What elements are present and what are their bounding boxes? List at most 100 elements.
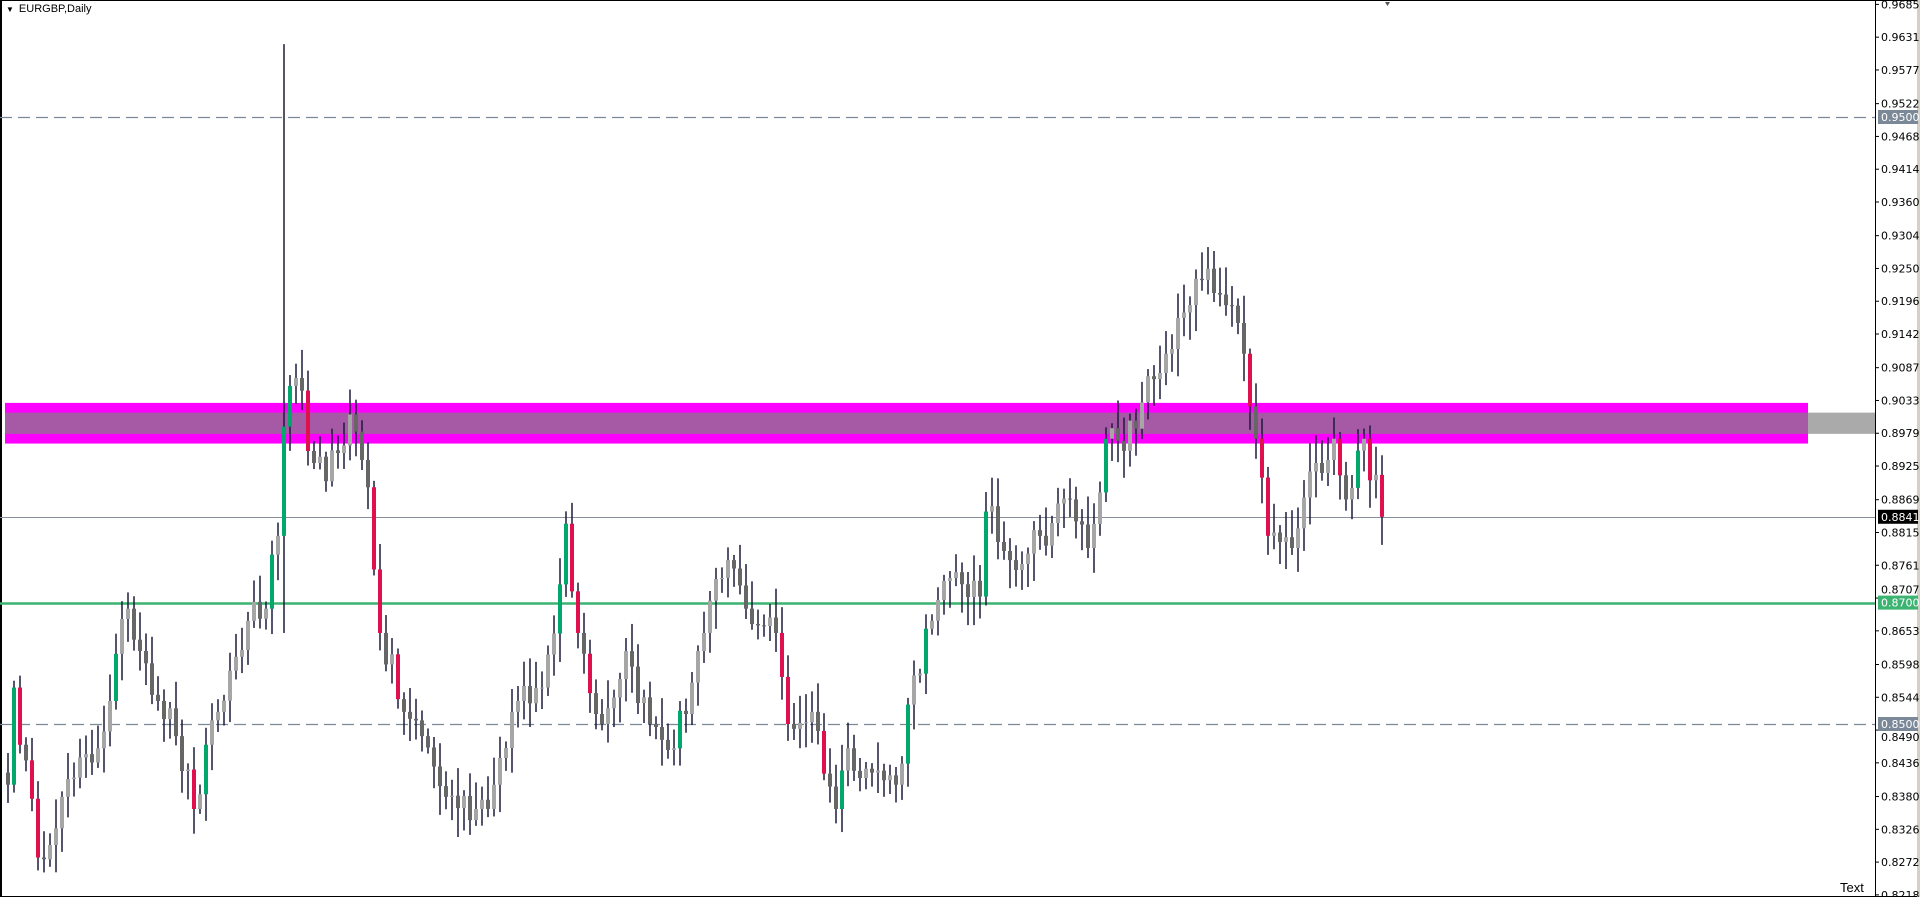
candle-body [204, 744, 208, 795]
candle-body [732, 560, 736, 569]
candle-body [180, 736, 184, 772]
candle-body [558, 584, 562, 634]
candle-body [186, 769, 190, 772]
price-label-box [1878, 717, 1918, 731]
candle-body [1266, 477, 1270, 536]
price-label-box [1878, 110, 1918, 124]
candle-body [852, 748, 856, 771]
candle-body [336, 450, 340, 454]
candle-body [1236, 305, 1240, 323]
candle-body [822, 730, 826, 774]
candle-body [600, 713, 604, 724]
candle-body [1380, 474, 1384, 517]
candle-body [906, 704, 910, 764]
axis-tick-label: 0.88155 [1881, 526, 1920, 539]
triangle-down-icon[interactable]: ▼ [6, 5, 14, 14]
candle-body [498, 757, 502, 785]
candle-body [438, 766, 442, 787]
candle-body [42, 857, 46, 860]
candle-body [462, 795, 466, 809]
candle-body [1134, 420, 1138, 429]
candle-body [162, 700, 166, 720]
candle-body [540, 687, 544, 689]
candle-body [486, 799, 490, 809]
candle-body [1296, 528, 1300, 548]
candle-body [126, 608, 130, 619]
candle-body [1164, 353, 1168, 374]
candle-body [1116, 428, 1120, 441]
candle-body [1194, 278, 1198, 306]
candle-body [390, 654, 394, 665]
candle-body [12, 687, 16, 785]
candle-body [1338, 438, 1342, 476]
chart-title: ▼ EURGBP,Daily [6, 3, 91, 15]
axis-tick-label: 0.95775 [1881, 64, 1920, 77]
candle-body [510, 711, 514, 749]
candle-body [1260, 438, 1264, 478]
candle-body [1302, 497, 1306, 529]
candle-body [1014, 560, 1018, 571]
candle-body [504, 748, 508, 758]
candle-body [1374, 474, 1378, 481]
axis-tick-label: 0.87075 [1881, 584, 1920, 597]
candle-body [246, 620, 250, 651]
candle-body [930, 620, 934, 629]
candle-body [1092, 523, 1096, 548]
candle-body [1272, 532, 1276, 536]
candle-body [24, 744, 28, 761]
candle-body [660, 727, 664, 740]
candle-body [1320, 462, 1324, 474]
candle-body [804, 722, 808, 724]
candle-body [1044, 535, 1048, 546]
candle-body [792, 724, 796, 729]
candle-body [138, 639, 142, 651]
candle-body [1020, 564, 1024, 571]
candle-body [54, 828, 58, 845]
candle-body [1080, 521, 1084, 525]
candle-body [720, 577, 724, 580]
candle-body [36, 798, 40, 858]
candle-body [72, 777, 76, 780]
candle-body [408, 711, 412, 719]
candle-body [1152, 376, 1156, 380]
candle-body [894, 775, 898, 785]
candle-body [168, 708, 172, 720]
candle-body [726, 560, 730, 578]
axis-tick-label: 0.83805 [1881, 791, 1920, 804]
candle-body [966, 584, 970, 597]
candle-body [684, 710, 688, 714]
candle-body [1362, 438, 1366, 451]
candle-body [234, 656, 238, 671]
candle-body [618, 679, 622, 698]
candle-body [864, 768, 868, 778]
axis-tick-label: 0.93045 [1881, 230, 1920, 243]
price-label-box [1878, 595, 1918, 610]
candle-body [288, 385, 292, 427]
candle-body [738, 568, 742, 586]
candle-body [456, 795, 460, 809]
candle-body [900, 763, 904, 785]
candle-body [1032, 530, 1036, 554]
candle-body [810, 711, 814, 723]
candle-body [66, 779, 70, 797]
price-label: 0.88414 [1881, 511, 1920, 524]
candle-body [1122, 440, 1126, 451]
candle-body [222, 700, 226, 712]
candle-body [570, 523, 574, 592]
candle-body [756, 624, 760, 626]
candle-body [1230, 305, 1234, 307]
candle-body [378, 569, 382, 633]
text-object[interactable]: Text [1840, 880, 1864, 895]
axis-tick-label: 0.86535 [1881, 625, 1920, 638]
axis-tick-label: 0.88695 [1881, 494, 1920, 507]
candle-body [786, 676, 790, 724]
candle-body [342, 445, 346, 454]
candle-body [978, 580, 982, 597]
